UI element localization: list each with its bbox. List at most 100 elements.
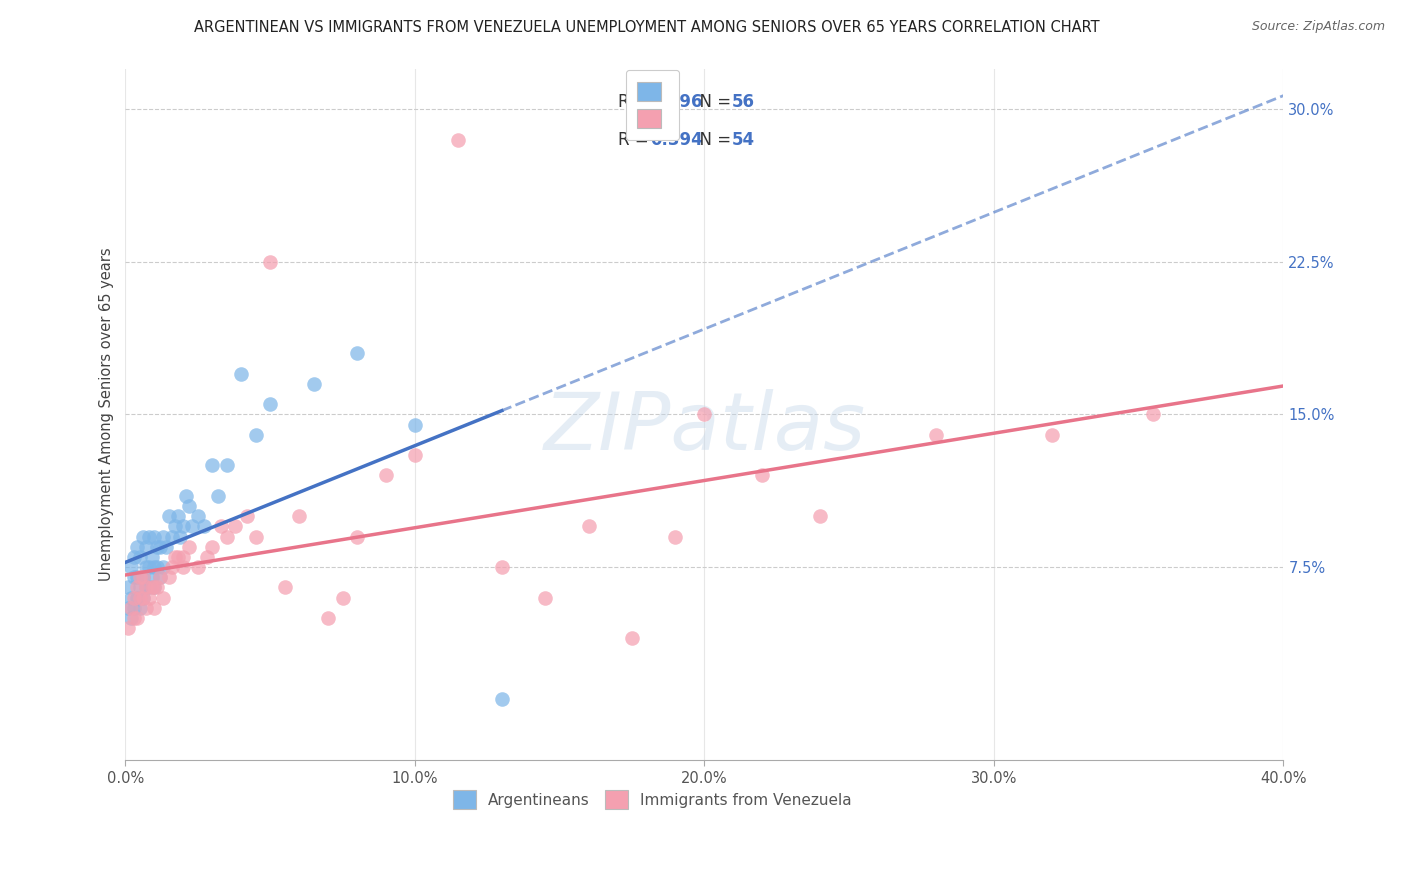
Point — [143, 530, 166, 544]
Point — [534, 591, 557, 605]
Point — [122, 570, 145, 584]
Point — [166, 509, 188, 524]
Point — [143, 560, 166, 574]
Point — [138, 560, 160, 574]
Point — [120, 591, 142, 605]
Point — [273, 581, 295, 595]
Point — [120, 611, 142, 625]
Point — [129, 581, 152, 595]
Point — [375, 468, 398, 483]
Point — [166, 549, 188, 564]
Point — [117, 581, 139, 595]
Point — [259, 255, 281, 269]
Point — [152, 530, 174, 544]
Point — [143, 581, 166, 595]
Point — [132, 591, 155, 605]
Point — [245, 530, 267, 544]
Point — [925, 427, 948, 442]
Point — [187, 560, 209, 574]
Text: N =: N = — [689, 131, 737, 149]
Point — [201, 458, 224, 473]
Point — [224, 519, 246, 533]
Point — [143, 581, 166, 595]
Point — [693, 408, 716, 422]
Point — [172, 519, 194, 533]
Point — [122, 611, 145, 625]
Point — [135, 540, 157, 554]
Point — [129, 591, 152, 605]
Text: R =: R = — [617, 93, 654, 111]
Point — [149, 570, 172, 584]
Point — [157, 570, 180, 584]
Text: ZIPatlas: ZIPatlas — [543, 389, 866, 467]
Point — [404, 417, 426, 432]
Point — [125, 570, 148, 584]
Point — [132, 570, 155, 584]
Point — [316, 611, 339, 625]
Point — [447, 133, 470, 147]
Point — [302, 376, 325, 391]
Point — [1142, 408, 1164, 422]
Text: 56: 56 — [733, 93, 755, 111]
Point — [146, 540, 169, 554]
Point — [664, 530, 686, 544]
Point — [259, 397, 281, 411]
Point — [169, 530, 191, 544]
Text: N =: N = — [689, 93, 737, 111]
Point — [135, 581, 157, 595]
Point — [122, 591, 145, 605]
Text: R =: R = — [617, 131, 654, 149]
Point — [172, 549, 194, 564]
Point — [207, 489, 229, 503]
Point — [231, 367, 253, 381]
Point — [152, 560, 174, 574]
Point — [163, 519, 186, 533]
Point — [138, 591, 160, 605]
Point — [215, 458, 238, 473]
Point — [195, 549, 218, 564]
Point — [125, 591, 148, 605]
Point — [120, 600, 142, 615]
Text: 0.394: 0.394 — [650, 131, 703, 149]
Point — [215, 530, 238, 544]
Point — [122, 549, 145, 564]
Point — [346, 530, 368, 544]
Point — [491, 560, 513, 574]
Text: Source: ZipAtlas.com: Source: ZipAtlas.com — [1251, 20, 1385, 33]
Point — [125, 581, 148, 595]
Point — [209, 519, 232, 533]
Legend: Argentineans, Immigrants from Venezuela: Argentineans, Immigrants from Venezuela — [447, 784, 858, 815]
Point — [157, 509, 180, 524]
Point — [132, 591, 155, 605]
Point — [174, 489, 197, 503]
Point — [152, 591, 174, 605]
Point — [146, 560, 169, 574]
Point — [117, 600, 139, 615]
Point — [160, 530, 183, 544]
Text: 54: 54 — [733, 131, 755, 149]
Point — [288, 509, 311, 524]
Y-axis label: Unemployment Among Seniors over 65 years: Unemployment Among Seniors over 65 years — [100, 248, 114, 582]
Point — [125, 540, 148, 554]
Point — [179, 540, 201, 554]
Point — [578, 519, 600, 533]
Point — [129, 600, 152, 615]
Point — [808, 509, 831, 524]
Point — [143, 600, 166, 615]
Point — [201, 540, 224, 554]
Text: 0.196: 0.196 — [650, 93, 703, 111]
Point — [135, 560, 157, 574]
Point — [129, 549, 152, 564]
Point — [135, 581, 157, 595]
Point — [179, 499, 201, 513]
Point — [491, 692, 513, 706]
Point — [138, 530, 160, 544]
Point — [125, 611, 148, 625]
Point — [332, 591, 354, 605]
Point — [129, 570, 152, 584]
Point — [155, 540, 177, 554]
Point — [172, 560, 194, 574]
Point — [141, 581, 163, 595]
Point — [404, 448, 426, 462]
Point — [135, 600, 157, 615]
